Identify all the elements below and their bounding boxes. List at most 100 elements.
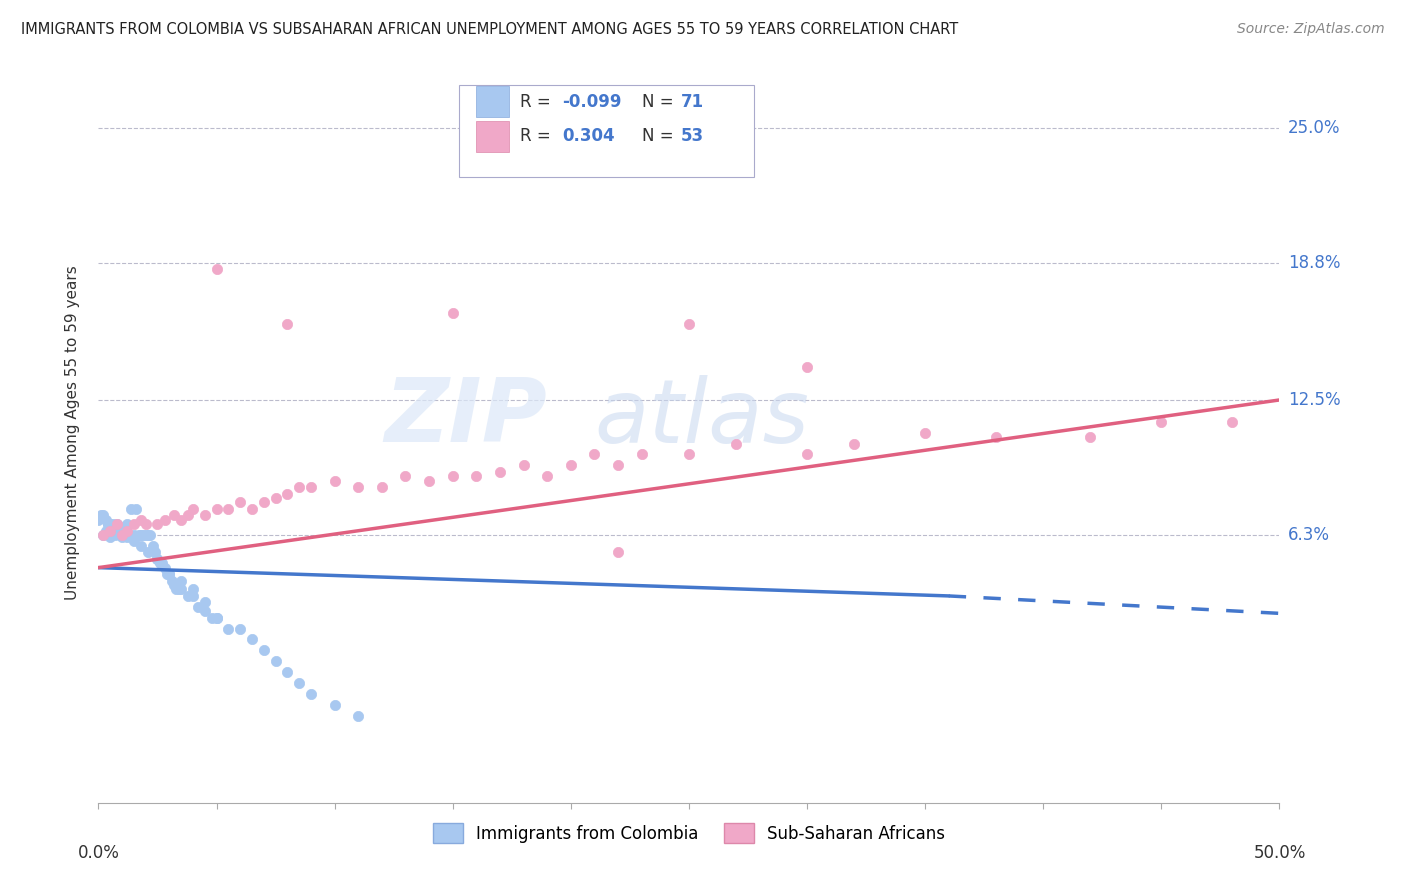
Point <box>347 480 370 494</box>
Point <box>132 528 155 542</box>
Point <box>129 539 152 553</box>
Point <box>139 528 162 542</box>
Text: R =: R = <box>520 93 555 111</box>
Point <box>153 513 176 527</box>
Point <box>115 524 138 538</box>
Point <box>253 495 276 509</box>
Point <box>146 552 169 566</box>
Point <box>87 513 110 527</box>
Point <box>142 539 165 553</box>
Point <box>97 517 120 532</box>
Point <box>163 508 186 523</box>
Point <box>441 306 464 320</box>
FancyBboxPatch shape <box>477 121 509 152</box>
Point <box>1220 415 1243 429</box>
Point <box>94 513 117 527</box>
Point <box>136 528 159 542</box>
Point <box>170 513 193 527</box>
Text: atlas: atlas <box>595 375 810 461</box>
Point <box>299 480 322 494</box>
Point <box>299 687 322 701</box>
Point <box>678 447 700 461</box>
Point <box>181 501 204 516</box>
Point <box>441 469 464 483</box>
Point <box>121 501 143 516</box>
Text: 71: 71 <box>681 93 704 111</box>
Point <box>111 530 134 544</box>
Point <box>323 698 346 712</box>
Point <box>229 495 252 509</box>
Point <box>163 578 186 592</box>
Point <box>135 517 157 532</box>
Point <box>146 552 169 566</box>
Point <box>91 528 114 542</box>
Point <box>217 622 239 636</box>
Point <box>536 469 558 483</box>
Point <box>94 524 117 538</box>
Point <box>149 556 172 570</box>
Text: -0.099: -0.099 <box>562 93 621 111</box>
Point <box>157 567 180 582</box>
Point <box>276 486 298 500</box>
Text: 53: 53 <box>681 128 704 145</box>
Point <box>160 574 183 588</box>
Point <box>97 517 120 532</box>
Legend: Immigrants from Colombia, Sub-Saharan Africans: Immigrants from Colombia, Sub-Saharan Af… <box>426 816 952 850</box>
Point <box>105 524 128 538</box>
Point <box>105 517 128 532</box>
Point <box>607 458 630 473</box>
Text: 18.8%: 18.8% <box>1288 253 1340 272</box>
Point <box>135 528 157 542</box>
Point <box>630 447 652 461</box>
Point <box>205 262 228 277</box>
Point <box>607 545 630 559</box>
Point <box>194 604 217 618</box>
Y-axis label: Unemployment Among Ages 55 to 59 years: Unemployment Among Ages 55 to 59 years <box>65 265 80 600</box>
Point <box>111 528 134 542</box>
Point <box>194 508 217 523</box>
Point <box>157 567 180 582</box>
Point <box>112 524 135 538</box>
Text: N =: N = <box>641 93 679 111</box>
Point <box>201 611 224 625</box>
Point <box>194 595 217 609</box>
Point <box>91 508 114 523</box>
Point <box>394 469 416 483</box>
Point <box>796 447 818 461</box>
Point <box>1150 415 1173 429</box>
Point <box>418 474 440 488</box>
Point <box>91 528 114 542</box>
Point <box>984 430 1007 444</box>
Point <box>170 574 193 588</box>
Point <box>347 708 370 723</box>
Point <box>465 469 488 483</box>
Point <box>122 517 145 532</box>
Point <box>276 317 298 331</box>
Point <box>177 589 200 603</box>
Point <box>98 530 121 544</box>
Point <box>98 524 121 538</box>
Point <box>181 589 204 603</box>
Point <box>253 643 276 657</box>
Point <box>205 611 228 625</box>
Point <box>170 582 193 597</box>
Point <box>165 582 187 597</box>
Point <box>136 545 159 559</box>
Point <box>264 654 287 668</box>
Point <box>796 360 818 375</box>
Point <box>276 665 298 680</box>
Text: 6.3%: 6.3% <box>1288 526 1330 544</box>
Text: Source: ZipAtlas.com: Source: ZipAtlas.com <box>1237 22 1385 37</box>
Point <box>150 556 173 570</box>
Point <box>914 425 936 440</box>
Point <box>101 524 124 538</box>
Point <box>187 599 209 614</box>
Text: IMMIGRANTS FROM COLOMBIA VS SUBSAHARAN AFRICAN UNEMPLOYMENT AMONG AGES 55 TO 59 : IMMIGRANTS FROM COLOMBIA VS SUBSAHARAN A… <box>21 22 959 37</box>
Point <box>129 528 152 542</box>
Point <box>156 567 179 582</box>
Point <box>177 508 200 523</box>
Point <box>323 474 346 488</box>
Point <box>240 501 263 516</box>
Point <box>512 458 534 473</box>
Point <box>118 528 141 542</box>
